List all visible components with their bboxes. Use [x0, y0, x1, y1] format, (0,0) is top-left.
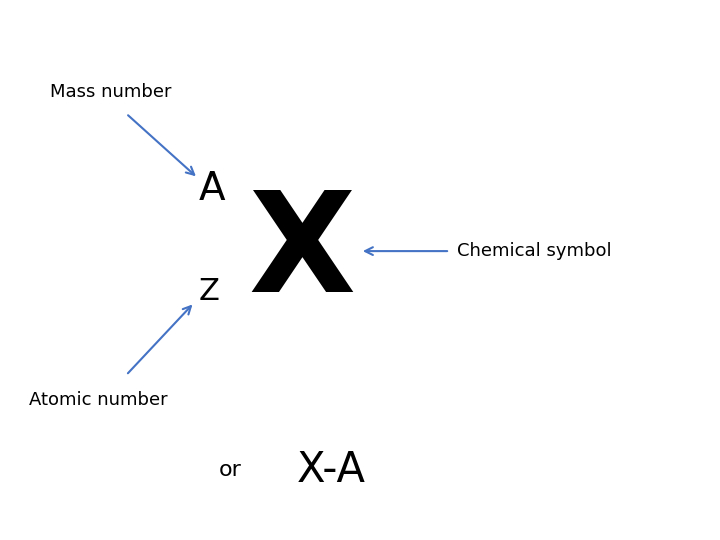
Text: Z: Z [199, 277, 219, 306]
Text: A: A [199, 170, 225, 208]
Text: X-A: X-A [297, 449, 366, 491]
Text: or: or [219, 460, 242, 480]
Text: Mass number: Mass number [50, 83, 172, 101]
Text: X: X [249, 186, 356, 321]
Text: Chemical symbol: Chemical symbol [457, 242, 612, 260]
Text: Atomic number: Atomic number [29, 390, 168, 409]
